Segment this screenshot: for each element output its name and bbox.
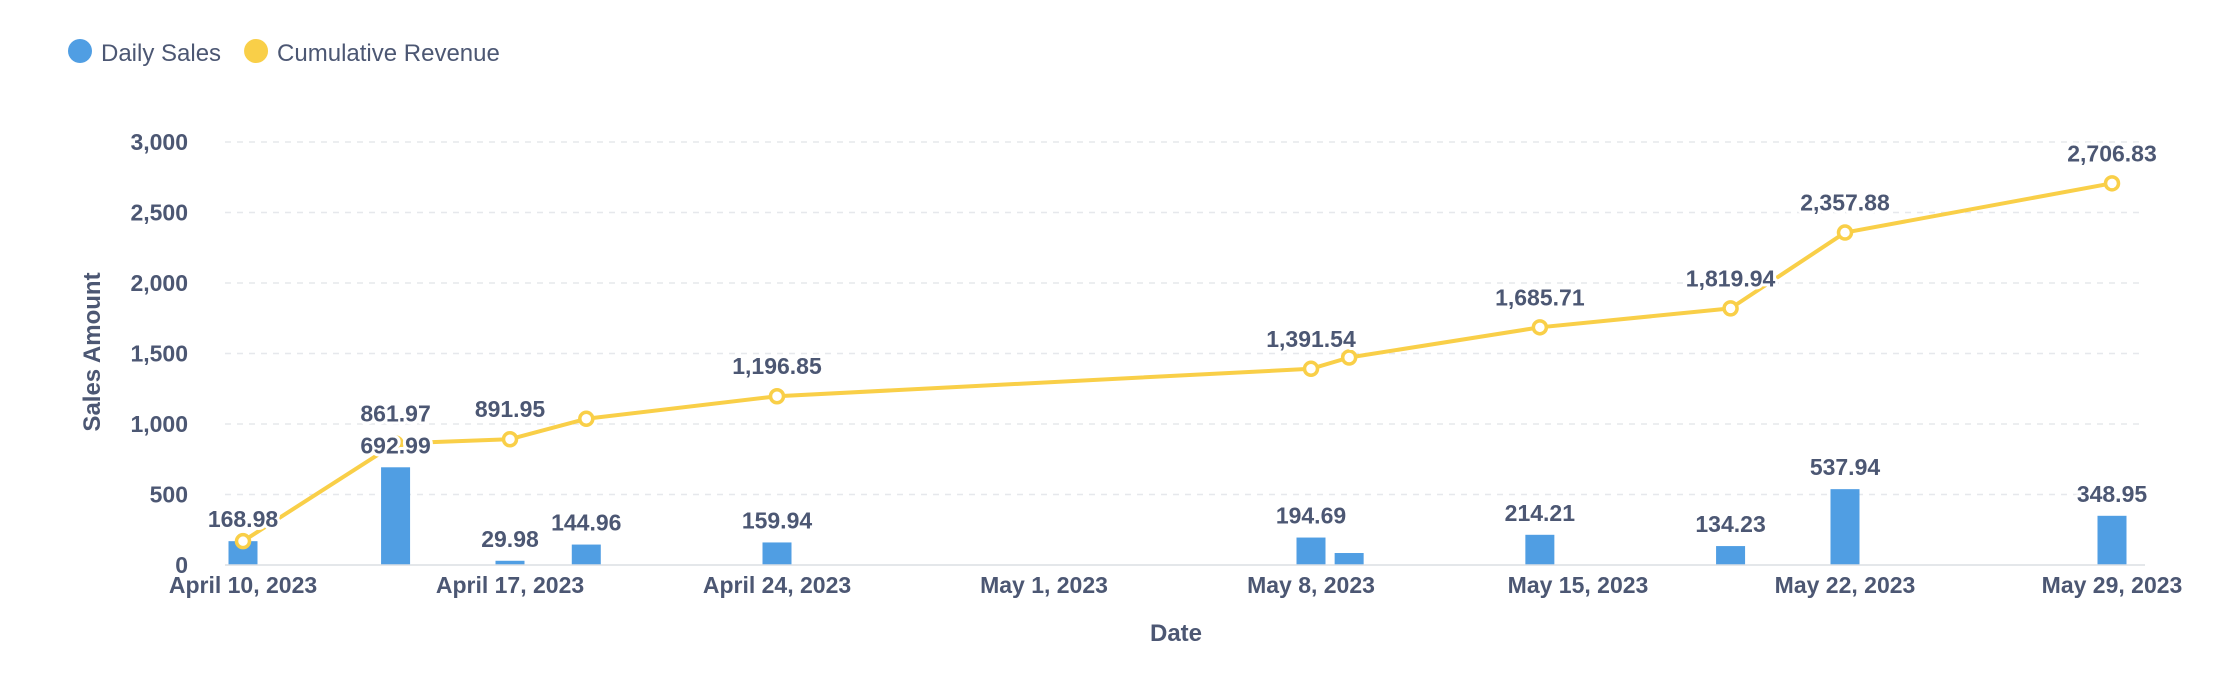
bar-data-label: 194.69 <box>1276 503 1346 529</box>
grid-layer <box>225 141 2145 496</box>
x-tick-label: April 24, 2023 <box>703 572 851 598</box>
bar-data-label: 537.94 <box>1810 454 1881 480</box>
line-point <box>1340 349 1358 366</box>
line-point <box>387 435 404 452</box>
line-point <box>1722 300 1739 317</box>
y-tick-label: 1,500 <box>130 341 188 367</box>
bar-data-label: 692.99 <box>360 432 430 458</box>
x-tick-label: April 17, 2023 <box>436 572 584 598</box>
line-data-label: 1,819.94 <box>1686 265 1776 291</box>
legend-label: Cumulative Revenue <box>277 40 500 67</box>
bar <box>381 467 411 565</box>
line-data-label: 891.95 <box>475 396 546 422</box>
bar <box>571 544 601 565</box>
y-tick-label: 2,500 <box>130 200 188 226</box>
line-point <box>234 532 252 550</box>
bar-data-label: 214.21 <box>1505 500 1576 526</box>
bar <box>1830 489 1860 565</box>
line-point <box>1836 224 1854 241</box>
x-tick-label: May 15, 2023 <box>1508 572 1649 598</box>
bar-data-label: 144.96 <box>551 510 621 536</box>
line-data-label: 861.97 <box>360 400 430 426</box>
bar-data-label: 168.98 <box>208 506 279 532</box>
y-tick-label: 0 <box>175 552 188 578</box>
bar <box>2097 515 2127 565</box>
y-tick-label: 1,000 <box>130 411 188 437</box>
legend-swatch <box>68 39 92 63</box>
bar-layer <box>228 467 2127 565</box>
x-tick-label: May 1, 2023 <box>980 572 1108 598</box>
x-tick-label: April 10, 2023 <box>169 572 317 598</box>
legend: Daily Sales Cumulative Revenue <box>68 39 500 67</box>
line-data-label: 2,357.88 <box>1800 190 1890 216</box>
bar <box>228 541 258 565</box>
x-tick-label: May 8, 2023 <box>1247 572 1375 598</box>
y-tick-label: 500 <box>150 482 188 508</box>
bar <box>762 542 792 565</box>
line-point <box>1302 360 1320 378</box>
line-data-label: 1,685.71 <box>1495 284 1585 310</box>
x-tick-label: May 22, 2023 <box>1775 572 1916 598</box>
bar-data-label: 29.98 <box>481 526 539 552</box>
line-point <box>578 410 595 428</box>
x-axis-title: Date <box>1150 620 1202 647</box>
legend-swatch <box>244 39 269 63</box>
line-point <box>501 430 519 448</box>
x-tick-label: May 29, 2023 <box>2042 572 2183 598</box>
legend-label: Daily Sales <box>101 40 221 67</box>
y-tick-label: 3,000 <box>130 129 188 155</box>
bar <box>1716 546 1746 565</box>
line-point <box>1531 319 1549 336</box>
bar <box>1296 537 1326 565</box>
line-data-label: 1,391.54 <box>1266 326 1356 352</box>
bar <box>1334 553 1364 565</box>
bar <box>1525 534 1555 565</box>
bar <box>495 560 525 565</box>
line-data-label: 2,706.83 <box>2067 140 2157 166</box>
cumulative-line <box>241 181 2113 543</box>
line-point <box>2103 175 2121 192</box>
bar-data-label: 134.23 <box>1695 511 1765 537</box>
bar-data-label: 159.94 <box>742 507 813 533</box>
axis-layer: 0 500 1,000 1,500 2,000 2,500 3,000 April 10, 2… <box>79 129 2182 647</box>
line-layer <box>234 175 2121 550</box>
label-layer: 168.98 692.99 29.98 144.96 159.94 194.69 214.2… <box>205 137 2160 554</box>
y-axis-title: Sales Amount <box>79 272 106 431</box>
line-data-label: 1,196.85 <box>732 353 822 379</box>
y-tick-label: 2,000 <box>130 270 188 296</box>
bar-data-label: 348.95 <box>2077 481 2148 507</box>
line-point <box>768 387 786 405</box>
